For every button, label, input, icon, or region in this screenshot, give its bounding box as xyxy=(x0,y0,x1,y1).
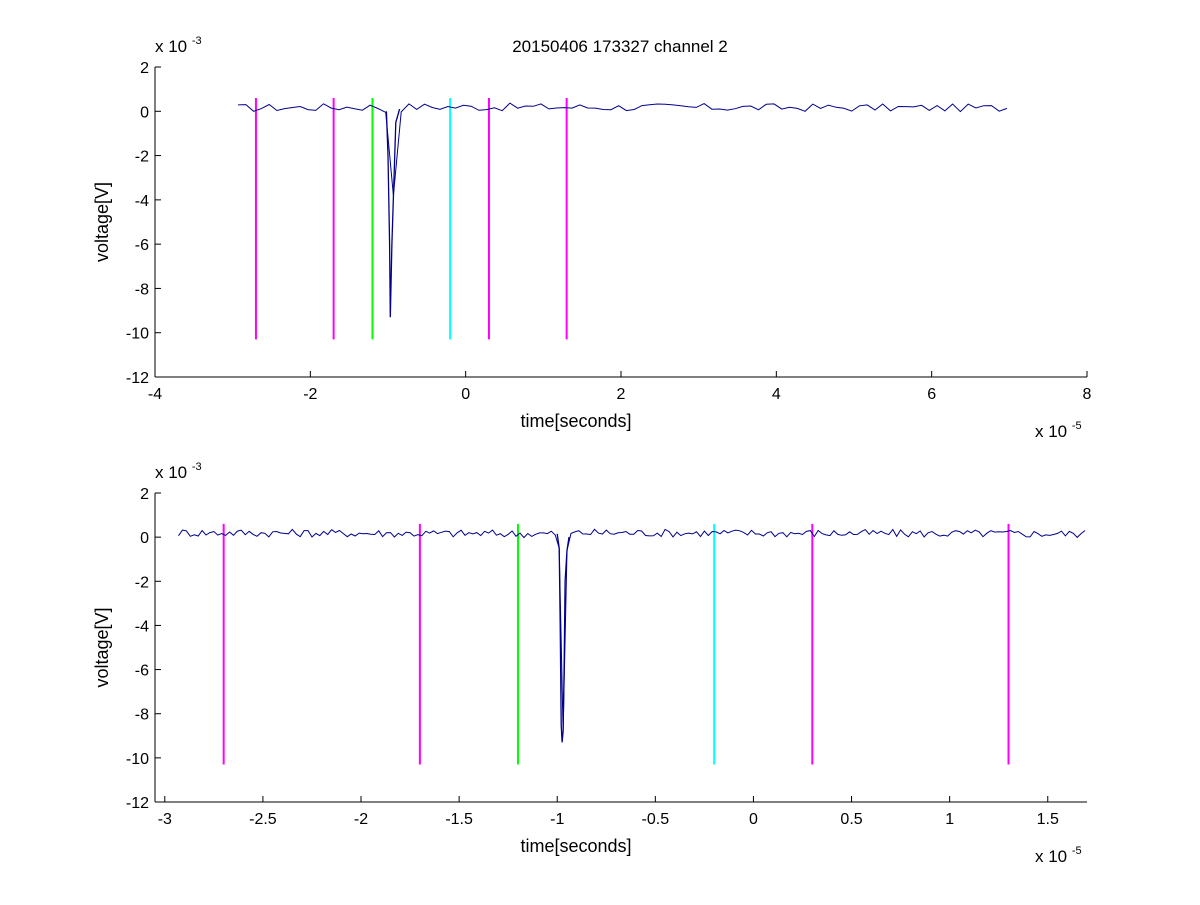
figure-title: 20150406 173327 channel 2 xyxy=(512,37,728,56)
x-exponent-superscript: -5 xyxy=(1072,420,1082,432)
y-axis-label: voltage[V] xyxy=(92,607,112,687)
y-exponent-superscript: -3 xyxy=(192,35,202,47)
plot-top: -4 -2 0 2 4 6 8 2 0 -2 -4 -6 -8 -10 -12 time[seconds] vo… xyxy=(92,35,1092,441)
y-exponent-superscript: -3 xyxy=(192,461,202,473)
y-tick-label: -8 xyxy=(135,707,149,724)
y-tick-label: -6 xyxy=(135,663,149,680)
y-tick-label: 2 xyxy=(140,486,149,503)
x-tick-label: 1.5 xyxy=(1037,811,1059,828)
x-exponent-label: x 10 -5 xyxy=(1035,845,1082,866)
y-tick-label: -2 xyxy=(135,149,149,166)
x-exponent-label: x 10 -5 xyxy=(1035,420,1082,441)
x-axis-label: time[seconds] xyxy=(520,411,631,431)
y-tick-label: -4 xyxy=(135,193,149,210)
x-tick-label: -1.5 xyxy=(445,811,473,828)
y-tick-label: -6 xyxy=(135,237,149,254)
y-tick-label: -2 xyxy=(135,574,149,591)
plot-bottom: -3 -2.5 -2 -1.5 -1 -0.5 0 0.5 1 1.5 2 0 -2 -4 -6 -8 -10 -… xyxy=(92,461,1087,866)
x-tick-label: -4 xyxy=(148,386,162,403)
signal-trace xyxy=(178,528,1086,732)
y-tick-label: 2 xyxy=(140,60,149,77)
x-axis-label: time[seconds] xyxy=(520,836,631,856)
y-axis-label: voltage[V] xyxy=(92,182,112,262)
x-tick-label: -1 xyxy=(550,811,564,828)
x-tick-label: 0 xyxy=(461,386,470,403)
x-tick-label: -2.5 xyxy=(249,811,277,828)
signal-spike xyxy=(385,108,401,318)
x-exponent-superscript: -5 xyxy=(1072,845,1082,857)
y-tick-label: -12 xyxy=(126,795,149,812)
x-tick-label: -2 xyxy=(354,811,368,828)
x-tick-label: 0.5 xyxy=(840,811,862,828)
x-tick-label: 8 xyxy=(1083,386,1092,403)
x-tick-label: -0.5 xyxy=(642,811,670,828)
x-tick-label: 4 xyxy=(772,386,781,403)
x-tick-label: 6 xyxy=(927,386,936,403)
signal-trace xyxy=(238,102,1008,196)
x-tick-label: -2 xyxy=(303,386,317,403)
y-tick-label: -12 xyxy=(126,370,149,387)
y-exponent-label: x 10 -3 xyxy=(155,35,202,56)
y-tick-label: -10 xyxy=(126,751,149,768)
y-tick-label: -10 xyxy=(126,326,149,343)
y-exponent-label: x 10 -3 xyxy=(155,461,202,482)
x-tick-label: 1 xyxy=(945,811,954,828)
y-tick-label: 0 xyxy=(140,530,149,547)
x-tick-label: -3 xyxy=(158,811,172,828)
y-tick-label: -8 xyxy=(135,281,149,298)
y-tick-label: 0 xyxy=(140,104,149,121)
x-tick-label: 2 xyxy=(617,386,626,403)
y-tick-label: -4 xyxy=(135,618,149,635)
x-tick-label: 0 xyxy=(749,811,758,828)
signal-spike xyxy=(556,533,570,743)
